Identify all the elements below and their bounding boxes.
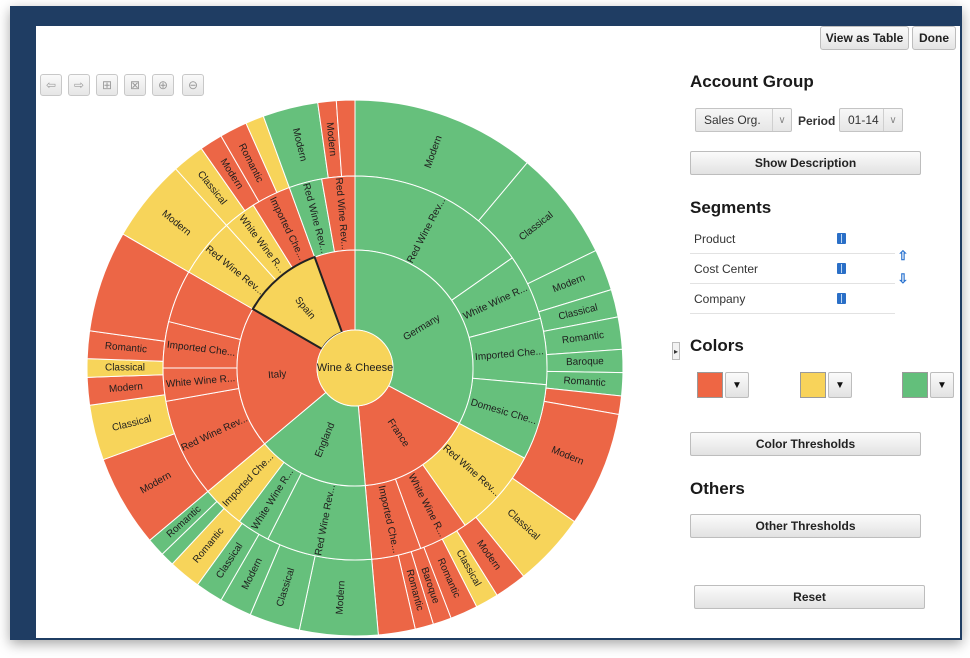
move-down-arrow-icon[interactable]: ⇩ — [897, 271, 909, 286]
segment-row-company[interactable]: Company — [690, 284, 895, 314]
view-as-table-button[interactable]: View as Table — [820, 26, 909, 50]
color-dropdown-green[interactable]: ▼ — [930, 372, 954, 398]
period-label: Period — [798, 114, 836, 128]
color-dropdown-yellow[interactable]: ▼ — [828, 372, 852, 398]
color-thresholds-button[interactable]: Color Thresholds — [690, 432, 921, 456]
segment-label: Cost Center — [694, 262, 759, 276]
triangle-down-icon: ▼ — [835, 379, 845, 391]
zoom-in-icon[interactable]: ⊕ — [152, 74, 174, 96]
triangle-down-icon: ▼ — [732, 379, 742, 391]
sunburst-chart[interactable]: ModernClassicalModernClassicalRomanticBa… — [36, 26, 656, 638]
chevron-down-icon: ∨ — [883, 109, 902, 131]
ring3-label: Romantic — [104, 341, 147, 356]
triangle-down-icon: ▼ — [937, 379, 947, 391]
segment-label: Company — [694, 292, 746, 306]
color-swatch-red[interactable] — [697, 372, 723, 398]
add-node-icon[interactable]: ⊞ — [96, 74, 118, 96]
others-heading: Others — [690, 479, 745, 498]
color-swatch-yellow[interactable] — [800, 372, 826, 398]
segments-heading: Segments — [690, 198, 772, 217]
drag-handle-icon[interactable] — [837, 233, 846, 244]
segment-row-cost-center[interactable]: Cost Center — [690, 254, 895, 284]
period-select-value: 01-14 — [848, 113, 879, 127]
chevron-down-icon: ∨ — [772, 109, 791, 131]
done-button[interactable]: Done — [912, 26, 956, 50]
ring3-label: Classical — [105, 363, 145, 374]
collapse-panel-handle[interactable]: ▸ — [672, 342, 680, 360]
drag-handle-icon[interactable] — [837, 293, 846, 304]
account-group-heading: Account Group — [690, 72, 814, 91]
segment-row-product[interactable]: Product — [690, 224, 895, 254]
center-label: Wine & Cheese — [317, 362, 393, 374]
color-dropdown-red[interactable]: ▼ — [725, 372, 749, 398]
drag-handle-icon[interactable] — [837, 263, 846, 274]
account-group-select-value: Sales Org. — [704, 113, 761, 127]
period-select[interactable]: 01-14 ∨ — [839, 108, 903, 132]
ring3-label: Baroque — [566, 356, 605, 368]
show-description-button[interactable]: Show Description — [690, 151, 921, 175]
center-node[interactable] — [316, 329, 394, 407]
zoom-out-icon[interactable]: ⊖ — [182, 74, 204, 96]
back-arrow-icon[interactable]: ⇦ — [40, 74, 62, 96]
segment-label: Product — [694, 232, 736, 246]
ring3-label: Romantic — [561, 330, 604, 346]
window-frame: ⇦ ⇨ ⊞ ⊠ ⊕ ⊖ View as Table Done Modern Cla… — [10, 6, 962, 640]
forward-arrow-icon[interactable]: ⇨ — [68, 74, 90, 96]
ring3-label: Modern — [109, 381, 144, 395]
move-up-arrow-icon[interactable]: ⇧ — [897, 248, 909, 263]
app-screen: ⇦ ⇨ ⊞ ⊠ ⊕ ⊖ View as Table Done Modern Cla… — [36, 26, 960, 638]
color-swatch-green[interactable] — [902, 372, 928, 398]
colors-heading: Colors — [690, 336, 744, 355]
reset-button[interactable]: Reset — [694, 585, 925, 609]
remove-node-icon[interactable]: ⊠ — [124, 74, 146, 96]
ring3-label: Modern — [335, 580, 348, 615]
account-group-select[interactable]: Sales Org. ∨ — [695, 108, 792, 132]
ring1-label: Italy — [268, 369, 287, 382]
other-thresholds-button[interactable]: Other Thresholds — [690, 514, 921, 538]
ring3-label: Modern — [324, 122, 338, 157]
ring3-label: Romantic — [563, 375, 606, 389]
